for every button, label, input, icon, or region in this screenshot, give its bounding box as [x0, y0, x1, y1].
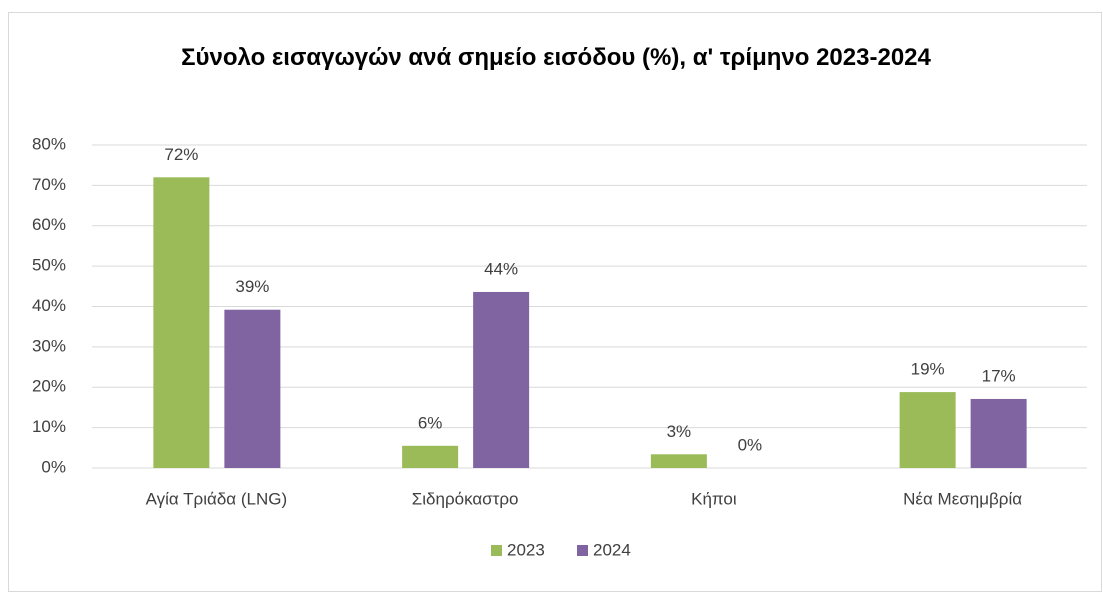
bar [153, 177, 210, 469]
y-tick-label: 50% [32, 256, 66, 275]
y-tick-label: 10% [32, 417, 66, 436]
legend-swatch [491, 545, 502, 556]
y-tick-label: 70% [32, 175, 66, 194]
value-label: 17% [982, 366, 1016, 385]
y-tick-label: 60% [32, 215, 66, 234]
value-label: 19% [911, 360, 945, 379]
x-tick-label: Αγία Τριάδα (LNG) [146, 489, 288, 508]
value-label: 6% [418, 413, 443, 432]
bar [970, 398, 1027, 468]
bar [650, 454, 707, 468]
x-tick-label: Κήποι [691, 489, 737, 508]
x-tick-label: Νέα Μεσημβρία [903, 489, 1022, 508]
value-label: 3% [667, 422, 692, 441]
bar [224, 309, 281, 468]
legend-swatch [577, 545, 588, 556]
value-label: 72% [164, 145, 198, 164]
y-tick-label: 30% [32, 336, 66, 355]
y-tick-label: 40% [32, 296, 66, 315]
x-tick-label: Σιδηρόκαστρο [412, 489, 519, 508]
legend-label: 2023 [507, 540, 545, 559]
value-label: 44% [484, 259, 518, 278]
value-label: 39% [235, 277, 269, 296]
bar [899, 392, 956, 468]
chart-title: Σύνολο εισαγωγών ανά σημείο εισόδου (%),… [181, 44, 931, 71]
legend-label: 2024 [593, 540, 631, 559]
bar [473, 291, 530, 468]
y-tick-label: 80% [32, 134, 66, 153]
value-label: 0% [738, 435, 763, 454]
y-tick-label: 0% [41, 457, 66, 476]
bar [402, 445, 459, 468]
y-tick-label: 20% [32, 377, 66, 396]
